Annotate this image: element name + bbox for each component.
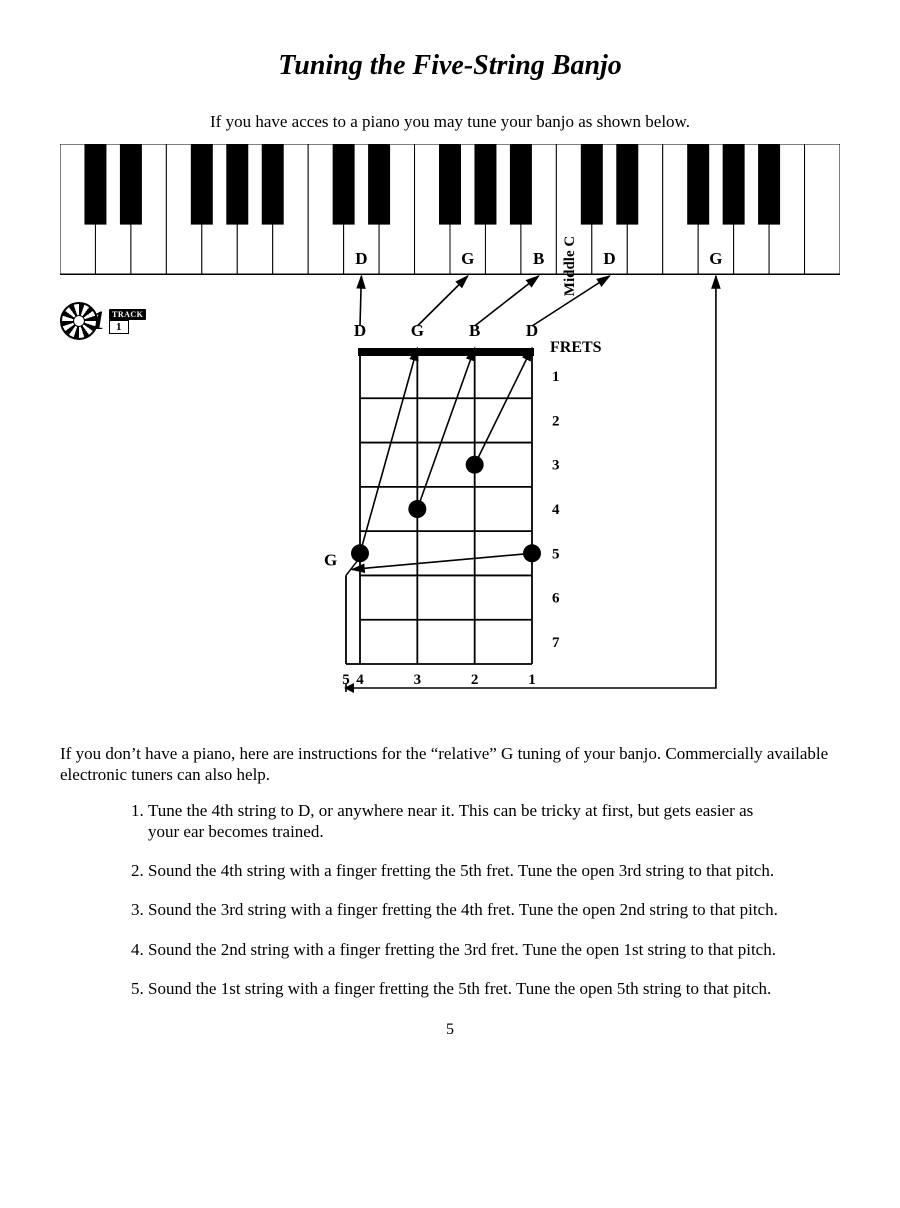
diagram-svg: DGBMiddle CDG DGBDFRETS1234567G54321 [60,144,840,714]
track-number: 1 [109,320,129,334]
svg-text:2: 2 [552,413,560,429]
svg-text:7: 7 [552,635,560,651]
svg-text:D: D [355,249,367,268]
svg-text:FRETS: FRETS [550,339,602,356]
svg-text:4: 4 [356,672,364,688]
page-number: 5 [60,1021,840,1039]
track-badge: 1 TRACK 1 [60,302,146,340]
svg-text:G: G [461,249,474,268]
svg-text:6: 6 [552,591,560,607]
svg-text:1: 1 [528,672,536,688]
svg-text:1: 1 [552,369,560,385]
steps-list: Tune the 4th string to D, or anywhere ne… [60,800,840,1000]
svg-text:5: 5 [552,546,560,562]
body-text: If you don’t have a piano, here are inst… [60,743,840,786]
intro-text: If you have acces to a piano you may tun… [60,112,840,132]
svg-text:3: 3 [414,672,422,688]
track-word: TRACK [109,309,146,320]
svg-text:D: D [603,249,615,268]
page-title: Tuning the Five-String Banjo [60,50,840,82]
svg-text:3: 3 [552,458,560,474]
svg-text:G: G [324,550,337,569]
svg-text:D: D [526,321,538,340]
step-item: Sound the 1st string with a finger frett… [148,978,780,999]
disc-icon [60,302,98,340]
svg-text:D: D [354,321,366,340]
svg-text:2: 2 [471,672,479,688]
tuning-diagram: 1 TRACK 1 DGBMiddle CDG DGBDFRETS1234567… [60,144,840,719]
step-item: Sound the 3rd string with a finger frett… [148,899,780,920]
svg-text:5: 5 [342,672,350,688]
page: Tuning the Five-String Banjo If you have… [0,0,900,1069]
step-item: Sound the 4th string with a finger frett… [148,860,780,881]
svg-text:Middle C: Middle C [562,236,578,296]
step-item: Tune the 4th string to D, or anywhere ne… [148,800,780,843]
svg-text:G: G [709,249,722,268]
step-item: Sound the 2nd string with a finger frett… [148,939,780,960]
svg-text:G: G [411,321,424,340]
svg-text:B: B [533,249,544,268]
svg-text:B: B [469,321,480,340]
svg-text:4: 4 [552,502,560,518]
